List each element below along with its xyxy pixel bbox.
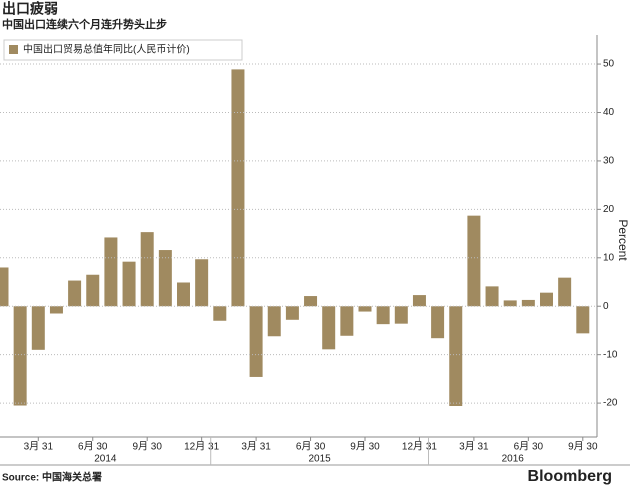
legend-label: 中国出口贸易总值年同比(人民币计价)	[23, 43, 190, 56]
bar	[521, 299, 535, 307]
x-tick-label: 6月 30	[514, 441, 544, 453]
y-axis-label: Percent	[616, 219, 630, 261]
bar	[412, 295, 426, 307]
year-label: 2016	[502, 454, 525, 465]
legend-box	[3, 39, 243, 61]
y-tick-label: 30	[603, 156, 615, 167]
year-label: 2015	[309, 454, 332, 465]
bar	[68, 280, 82, 307]
bar	[249, 306, 263, 377]
bar	[104, 237, 118, 307]
year-label: 2014	[94, 454, 117, 465]
bar	[394, 306, 408, 324]
bar	[467, 215, 481, 307]
y-tick-label: 50	[603, 59, 615, 70]
bar	[358, 306, 372, 312]
x-tick-label: 3月 31	[459, 441, 489, 453]
y-tick-label: 10	[603, 252, 615, 263]
x-tick-label: 9月 30	[568, 441, 598, 453]
y-tick-label: -20	[603, 398, 618, 409]
bar	[49, 306, 63, 314]
bar	[213, 306, 227, 321]
bar	[31, 306, 45, 350]
y-tick-label: 0	[603, 301, 609, 312]
x-tick-label: 12月 31	[402, 441, 437, 453]
bar	[540, 292, 553, 307]
bar	[485, 286, 499, 307]
bar	[195, 259, 209, 307]
x-tick-label: 3月 31	[241, 441, 271, 453]
legend-swatch	[9, 45, 18, 54]
y-tick-label: 20	[603, 204, 615, 215]
y-tick-label: -10	[603, 349, 618, 360]
x-tick-label: 12月 31	[184, 441, 219, 453]
bar	[576, 306, 590, 334]
bar	[558, 277, 572, 307]
bar	[503, 300, 517, 307]
bar	[122, 261, 136, 307]
x-tick-label: 3月 31	[24, 441, 54, 453]
bar	[177, 282, 190, 307]
x-tick-label: 9月 30	[350, 441, 380, 453]
bar	[158, 250, 172, 307]
bar	[231, 69, 245, 307]
bar	[140, 232, 154, 307]
bar	[340, 306, 354, 336]
bar	[86, 274, 100, 307]
brand: Bloomberg	[528, 468, 612, 485]
y-tick-label: 40	[603, 107, 615, 118]
chart-subtitle: 中国出口连续六个月连升势头止步	[2, 17, 167, 31]
x-tick-label: 9月 30	[132, 441, 162, 453]
bar	[13, 306, 27, 406]
bar	[267, 306, 281, 337]
bar	[322, 306, 336, 350]
bar	[431, 306, 445, 339]
bar	[304, 296, 318, 307]
x-tick-label: 6月 30	[78, 441, 108, 453]
chart-title: 出口疲弱	[2, 1, 58, 17]
source: Source: 中国海关总署	[2, 471, 102, 484]
bar	[376, 306, 390, 325]
bar	[0, 267, 9, 307]
bar	[449, 306, 463, 407]
bar	[285, 306, 299, 320]
x-tick-label: 6月 30	[296, 441, 326, 453]
